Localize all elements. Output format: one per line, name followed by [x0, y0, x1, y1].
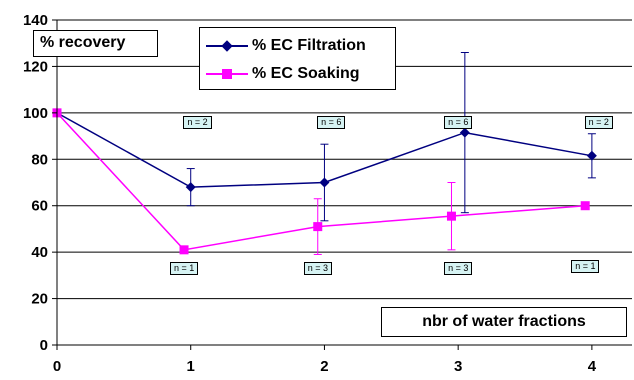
data-point — [586, 150, 597, 161]
data-point — [179, 245, 189, 255]
data-point — [313, 222, 323, 232]
y-tick-label: 80 — [31, 151, 48, 168]
tick-labels: 0 20 40 60 80 100 120 140 0 1 2 3 4 — [23, 12, 597, 375]
legend: % EC Filtration % EC Soaking — [199, 27, 396, 90]
y-tick-label: 20 — [31, 291, 48, 308]
x-tick-label: 3 — [454, 358, 462, 375]
x-tick-label: 2 — [320, 358, 328, 375]
series-markers — [52, 107, 597, 255]
data-point — [185, 182, 196, 193]
legend-label-soaking: % EC Soaking — [252, 65, 360, 82]
data-point — [580, 201, 590, 211]
x-axis-label: nbr of water fractions — [381, 307, 627, 337]
sample-size-label: n = 2 — [183, 116, 212, 130]
y-tick-label: 60 — [31, 198, 48, 215]
sample-size-label: n = 3 — [303, 262, 333, 276]
legend-label-filtration: % EC Filtration — [252, 37, 366, 54]
axes — [52, 19, 632, 350]
x-tick-label: 4 — [588, 358, 597, 375]
sample-size-label: n = 1 — [571, 260, 600, 274]
x-tick-label: 1 — [187, 358, 195, 375]
sample-size-label: n = 6 — [444, 116, 473, 130]
y-tick-label: 140 — [23, 12, 48, 29]
sample-size-label: n = 3 — [444, 262, 473, 276]
y-tick-label: 120 — [23, 58, 48, 75]
y-tick-label: 40 — [31, 244, 48, 261]
data-point — [319, 177, 330, 188]
legend-item-filtration: % EC Filtration — [200, 34, 395, 58]
legend-item-soaking: % EC Soaking — [200, 62, 395, 86]
y-axis-label: % recovery — [33, 30, 158, 57]
sample-size-label: n = 1 — [170, 262, 199, 276]
sample-size-label: n = 6 — [317, 116, 346, 130]
x-tick-label: 0 — [53, 358, 61, 375]
y-tick-label: 0 — [40, 337, 48, 354]
data-point — [446, 211, 456, 221]
data-point — [459, 127, 470, 138]
sample-size-label: n = 2 — [584, 116, 613, 130]
y-tick-label: 100 — [23, 105, 48, 122]
